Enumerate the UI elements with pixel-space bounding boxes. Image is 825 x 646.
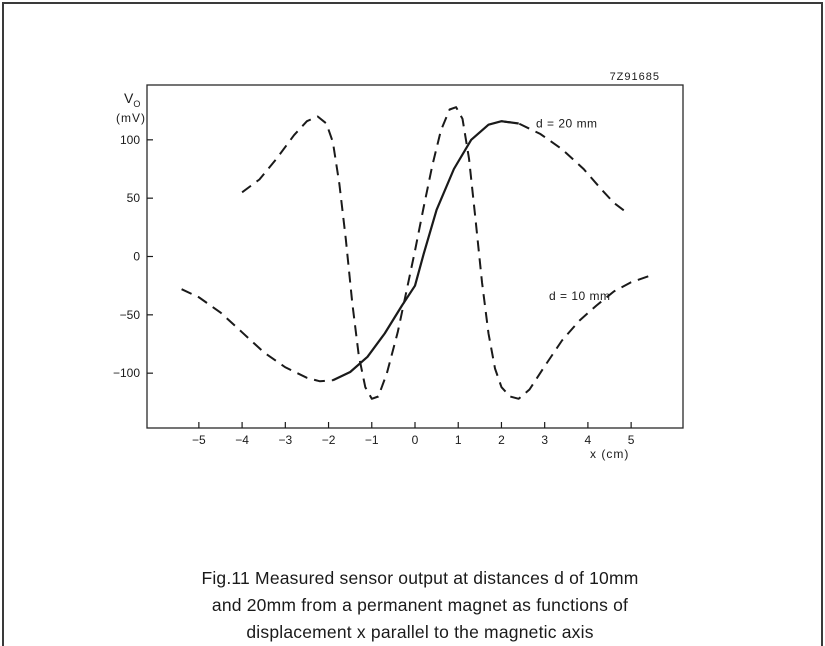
x-tick-label: 4 [585, 433, 592, 447]
x-tick-label: 2 [498, 433, 505, 447]
caption-line-1: Fig.11 Measured sensor output at distanc… [201, 568, 639, 588]
frame-border-right [821, 2, 823, 646]
series-d20mm-left-wing [181, 288, 333, 383]
caption-line-3: displacement x parallel to the magnetic … [246, 622, 594, 642]
annotations: d = 20 mm d = 10 mm [536, 117, 610, 304]
caption-line-2: and 20mm from a permanent magnet as func… [211, 595, 629, 615]
axes: −5 −4 −3 −2 −1 0 1 2 3 4 5 −100 −50 0 50 100 [113, 84, 684, 447]
y-tick-label: 100 [120, 133, 140, 147]
series-d10mm-curve [241, 106, 649, 400]
y-tick-label: −100 [113, 366, 140, 380]
plot-frame [146, 84, 684, 429]
series-d20mm-right-wing [501, 120, 626, 212]
figure-caption: Fig.11 Measured sensor output at distanc… [140, 565, 700, 646]
y-tick-label: 50 [127, 191, 141, 205]
y-tick-label: −50 [120, 308, 141, 322]
frame-border-top [2, 2, 823, 4]
series-group [181, 106, 649, 400]
y-axis-subscript: O [133, 98, 141, 109]
x-tick-label: −2 [322, 433, 336, 447]
x-axis-label: x (cm) [590, 447, 630, 461]
x-tick-label: 5 [628, 433, 635, 447]
x-tick-label: 1 [455, 433, 462, 447]
x-tick-label: −3 [278, 433, 292, 447]
figure-code: 7Z91685 [609, 71, 660, 83]
annotation-d20mm: d = 20 mm [536, 117, 598, 131]
y-axis-symbol: V [124, 90, 134, 106]
x-tick-label: 0 [412, 433, 419, 447]
series-d20mm-centre [332, 120, 519, 382]
x-tick-label: −4 [235, 433, 249, 447]
x-tick-label: 3 [541, 433, 548, 447]
annotation-d10mm: d = 10 mm [549, 289, 611, 303]
x-tick-label: −5 [192, 433, 206, 447]
y-axis-label: VO [124, 90, 140, 109]
x-tick-label: −1 [365, 433, 379, 447]
y-tick-label: 0 [133, 250, 140, 264]
y-axis-unit: (mV) [116, 111, 146, 125]
frame-border-left [2, 2, 4, 646]
